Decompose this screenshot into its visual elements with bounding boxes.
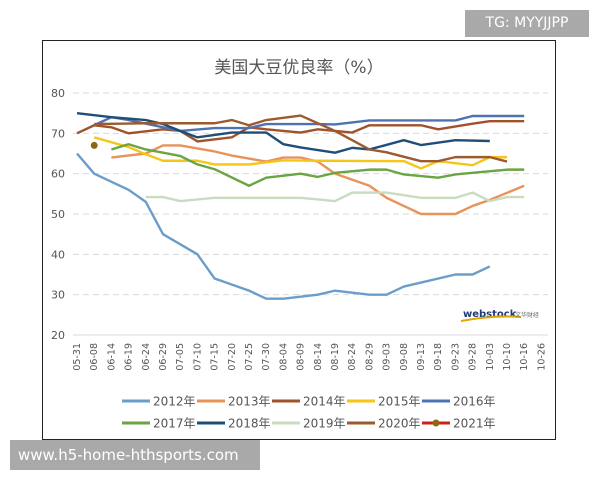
y-tick-label: 80 — [51, 87, 65, 100]
x-tick-label: 08-04 — [278, 343, 289, 371]
legend-label: 2012年 — [153, 395, 196, 409]
y-tick-label: 50 — [51, 208, 65, 221]
x-tick-label: 08-19 — [330, 343, 341, 371]
x-tick-label: 08-24 — [347, 343, 358, 371]
x-tick-label: 08-14 — [313, 343, 324, 371]
x-tick-label: 09-18 — [433, 343, 444, 371]
legend-item: 2021年 — [422, 417, 496, 431]
series-line-2012年 — [76, 152, 491, 300]
chart-title: 美国大豆优良率（%） — [214, 58, 383, 78]
x-tick-label: 07-15 — [210, 343, 221, 371]
x-tick-label: 09-03 — [382, 343, 393, 371]
legend-item: 2014年 — [272, 395, 346, 409]
y-tick-label: 60 — [51, 168, 65, 181]
legend-item: 2020年 — [347, 417, 421, 431]
x-tick-label: 09-28 — [468, 343, 479, 371]
webstock-logo: webstock 文华财经 — [460, 309, 539, 322]
legend-label: 2020年 — [378, 417, 421, 431]
legend-label: 2019年 — [303, 417, 346, 431]
x-tick-label: 07-25 — [244, 343, 255, 371]
series-line-2019年 — [145, 191, 525, 203]
y-tick-label: 40 — [51, 248, 65, 261]
legend-label: 2018年 — [228, 417, 271, 431]
legend-marker — [432, 419, 440, 427]
legend-item: 2016年 — [422, 395, 496, 409]
x-tick-label: 10-26 — [536, 343, 547, 371]
x-tick-label: 06-29 — [158, 343, 169, 371]
y-tick-label: 30 — [51, 289, 65, 302]
legend-item: 2012年 — [122, 395, 196, 409]
legend-item: 2017年 — [122, 417, 196, 431]
x-tick-label: 07-20 — [227, 343, 238, 371]
legend-item: 2015年 — [347, 395, 421, 409]
series-line-2015年 — [93, 136, 507, 170]
watermark-top: TG: MYYJJPP — [465, 10, 589, 37]
legend-item: 2013年 — [197, 395, 271, 409]
legend-label: 2013年 — [228, 395, 271, 409]
y-tick-label: 20 — [51, 329, 65, 342]
y-tick-label: 70 — [51, 127, 65, 140]
series-line-2020年 — [94, 114, 508, 163]
chart-frame: 美国大豆优良率（%） 20 30 40 50 60 70 80 05-31 06-08 06-1… — [42, 40, 556, 440]
legend-label: 2016年 — [453, 395, 496, 409]
line-chart: 美国大豆优良率（%） 20 30 40 50 60 70 80 05-31 06-08 06-1… — [51, 58, 548, 431]
x-tick-label: 06-08 — [89, 343, 100, 371]
x-tick-label: 08-29 — [364, 343, 375, 371]
x-tick-label: 09-13 — [416, 343, 427, 371]
x-tick-label: 06-24 — [141, 343, 152, 371]
x-tick-label: 07-30 — [261, 343, 272, 371]
legend-label: 2017年 — [153, 417, 196, 431]
x-tick-label: 06-19 — [124, 343, 135, 371]
data-point-2021年 — [90, 141, 98, 149]
legend-label: 2021年 — [453, 417, 496, 431]
x-tick-label: 09-23 — [450, 343, 461, 371]
logo-subtext: 文华财经 — [515, 311, 539, 319]
series-line-2014年 — [76, 120, 525, 143]
x-tick-label: 08-09 — [296, 343, 307, 371]
logo-swoosh — [460, 315, 522, 322]
x-tick-label: 07-05 — [175, 343, 186, 371]
x-tick-label: 10-10 — [502, 343, 513, 371]
x-tick-label: 10-16 — [519, 343, 530, 371]
x-tick-label: 07-10 — [192, 343, 203, 371]
logo-text: webstock — [463, 309, 517, 320]
x-tick-label: 09-08 — [399, 343, 410, 371]
legend-label: 2014年 — [303, 395, 346, 409]
x-tick-label: 05-31 — [72, 343, 83, 371]
watermark-bottom: www.h5-home-hthsports.com — [10, 440, 260, 470]
x-tick-label: 06-14 — [106, 343, 117, 371]
series-line-2017年 — [111, 143, 525, 187]
series-line-2016年 — [93, 114, 525, 133]
legend-label: 2015年 — [378, 395, 421, 409]
legend-item: 2018年 — [197, 417, 271, 431]
legend-item: 2019年 — [272, 417, 346, 431]
x-tick-label: 10-03 — [485, 343, 496, 371]
